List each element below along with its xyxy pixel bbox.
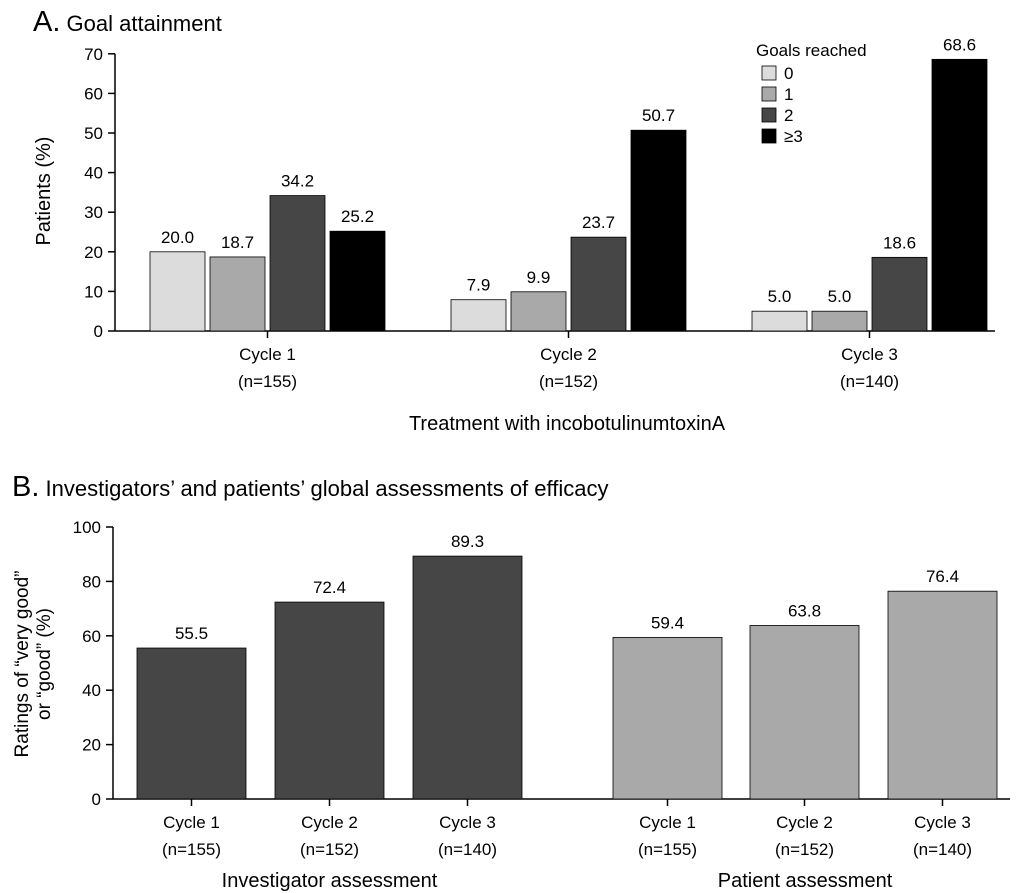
bar-value-label: 72.4 [313,578,346,597]
bar [412,555,523,800]
bar [811,310,868,332]
x-tick-sublabel: (n=152) [300,840,359,859]
bar [749,625,860,800]
y-tick-label: 60 [84,84,103,103]
bar-value-label: 5.0 [768,287,792,306]
panel-b-title: B. Investigators’ and patients’ global a… [12,471,608,504]
x-tick-sublabel: (n=152) [775,840,834,859]
bar-value-label: 68.6 [943,35,976,54]
x-tick-label: Cycle 3 [914,813,971,832]
y-tick-label: 0 [94,322,103,341]
bar-value-label: 59.4 [651,613,684,632]
y-axis-title-line-1: Ratings of “very good” [12,571,33,758]
y-tick-label: 40 [84,164,103,183]
legend-label: 0 [784,64,793,83]
bar-value-label: 63.8 [788,601,821,620]
panel-a-letter: A. [33,6,61,38]
bar-value-label: 23.7 [582,213,615,232]
x-tick-sublabel: (n=140) [913,840,972,859]
x-tick-sublabel: (n=155) [162,840,221,859]
legend-label: 2 [784,106,793,125]
bar [510,291,567,332]
y-tick-label: 10 [84,282,103,301]
bar [751,310,808,332]
y-axis-title: Patients (%) [33,137,55,246]
x-tick-sublabel: (n=155) [238,372,297,391]
bar-value-label: 76.4 [926,567,959,586]
bar-value-label: 20.0 [161,228,194,247]
bar-value-label: 50.7 [642,106,675,125]
bar-value-label: 18.7 [221,233,254,252]
bar [931,58,988,332]
y-axis-title-line-2: or “good” (%) [34,608,55,720]
bar [149,251,206,332]
bar [136,647,247,800]
legend-swatch [761,128,777,144]
bar-value-label: 34.2 [281,172,314,191]
bar [274,601,385,800]
bar [887,590,998,800]
x-tick-sublabel: (n=152) [539,372,598,391]
legend-swatch [761,107,777,123]
y-tick-label: 30 [84,203,103,222]
x-tick-sublabel: (n=140) [438,840,497,859]
legend-title: Goals reached [756,41,867,60]
bar [871,256,928,332]
y-tick-label: 20 [82,736,101,755]
y-tick-label: 100 [73,518,101,537]
panel-a-title-text: Goal attainment [66,11,222,36]
group-axis-title: Patient assessment [718,870,893,892]
panel-a-title: A. Goal attainment [33,6,222,39]
y-tick-label: 20 [84,243,103,262]
x-tick-label: Cycle 2 [540,345,597,364]
x-tick-label: Cycle 1 [639,813,696,832]
y-tick-label: 80 [82,572,101,591]
bar [570,236,627,332]
y-tick-label: 60 [82,627,101,646]
bar-value-label: 55.5 [175,624,208,643]
panel-b-letter: B. [12,471,40,503]
bar-value-label: 89.3 [451,532,484,551]
bar [450,299,507,332]
legend-swatch [761,65,777,81]
bar-value-label: 7.9 [467,276,491,295]
x-tick-label: Cycle 3 [841,345,898,364]
y-tick-label: 70 [84,45,103,64]
bar-value-label: 18.6 [883,233,916,252]
legend-label: 1 [784,85,793,104]
bar [269,195,326,332]
y-tick-label: 40 [82,681,101,700]
panel-b-title-text: Investigators’ and patients’ global asse… [45,476,609,501]
y-tick-label: 0 [92,790,101,809]
group-axis-title: Investigator assessment [222,870,438,892]
bar [630,129,687,332]
bar [329,230,386,332]
x-tick-label: Cycle 1 [239,345,296,364]
bar-value-label: 9.9 [527,268,551,287]
x-tick-label: Cycle 2 [776,813,833,832]
x-axis-title: Treatment with incobotulinumtoxinA [409,413,726,435]
x-tick-sublabel: (n=140) [840,372,899,391]
bar [612,637,723,800]
x-tick-sublabel: (n=155) [638,840,697,859]
x-tick-label: Cycle 1 [163,813,220,832]
legend-swatch [761,86,777,102]
bar-value-label: 25.2 [341,207,374,226]
legend-label: ≥3 [784,127,803,146]
bar-value-label: 5.0 [828,287,852,306]
bar [209,256,266,332]
y-tick-label: 50 [84,124,103,143]
x-tick-label: Cycle 3 [439,813,496,832]
x-tick-label: Cycle 2 [301,813,358,832]
